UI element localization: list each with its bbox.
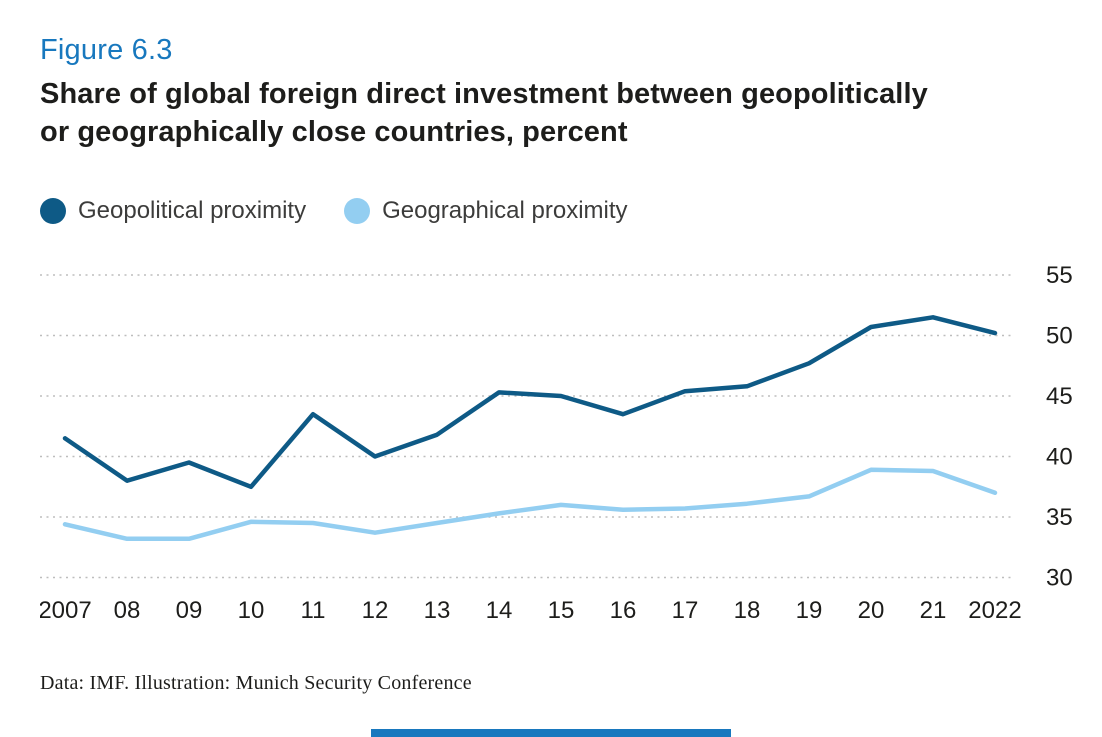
y-axis-tick-label: 50 <box>1046 323 1073 350</box>
data-source-note: Data: IMF. Illustration: Munich Security… <box>40 672 472 694</box>
x-axis-tick-label: 2022 <box>968 597 1021 624</box>
x-axis-tick-label: 21 <box>920 597 947 624</box>
x-axis-tick-label: 20 <box>858 597 885 624</box>
line-chart: 30 35 40 45 50 55 2007 08 09 10 11 12 13 14 15 16 17 18 19… <box>40 262 1073 624</box>
x-axis-tick-label: 18 <box>734 597 761 624</box>
series-line-1 <box>62 467 998 542</box>
x-axis-tick-label: 10 <box>238 597 265 624</box>
legend-item-geographical: Geographical proximity <box>344 197 628 225</box>
chart-title: Share of global foreign direct investmen… <box>40 78 928 148</box>
legend-label-geopolitical: Geopolitical proximity <box>78 197 307 224</box>
geopolitical-legend-dot-icon <box>40 198 66 224</box>
x-axis-tick-label: 14 <box>486 597 513 624</box>
y-axis-tick-label: 45 <box>1046 383 1073 410</box>
geographical-legend-dot-icon <box>344 198 371 224</box>
x-axis-tick-label: 13 <box>424 597 451 624</box>
line-chart-area: 30 35 40 45 50 55 2007 08 09 10 11 12 13 14 15 16 17 18 19… <box>40 253 1102 625</box>
x-axis-tick-label: 08 <box>114 597 141 624</box>
figure-label: Figure 6.3 <box>40 34 173 66</box>
bottom-accent-bar <box>371 729 731 737</box>
x-axis-tick-label: 2007 <box>40 597 92 624</box>
x-axis-tick-label: 15 <box>548 597 575 624</box>
y-axis-tick-label: 30 <box>1046 565 1073 592</box>
x-axis-tick-label: 16 <box>610 597 637 624</box>
y-axis-tick-label: 35 <box>1046 504 1073 531</box>
x-axis-tick-label: 11 <box>301 597 326 624</box>
x-axis-tick-label: 17 <box>672 597 699 624</box>
x-axis-tick-label: 12 <box>362 597 389 624</box>
legend-label-geographical: Geographical proximity <box>382 197 628 224</box>
y-axis-tick-label: 55 <box>1046 262 1073 289</box>
legend-item-geopolitical: Geopolitical proximity <box>40 197 306 225</box>
chart-legend: Geopolitical proximity Geographical prox… <box>40 197 628 225</box>
x-axis-tick-label: 19 <box>796 597 823 624</box>
y-axis-tick-label: 40 <box>1046 444 1073 471</box>
series-line-0 <box>62 315 998 490</box>
x-axis-tick-label: 09 <box>176 597 203 624</box>
